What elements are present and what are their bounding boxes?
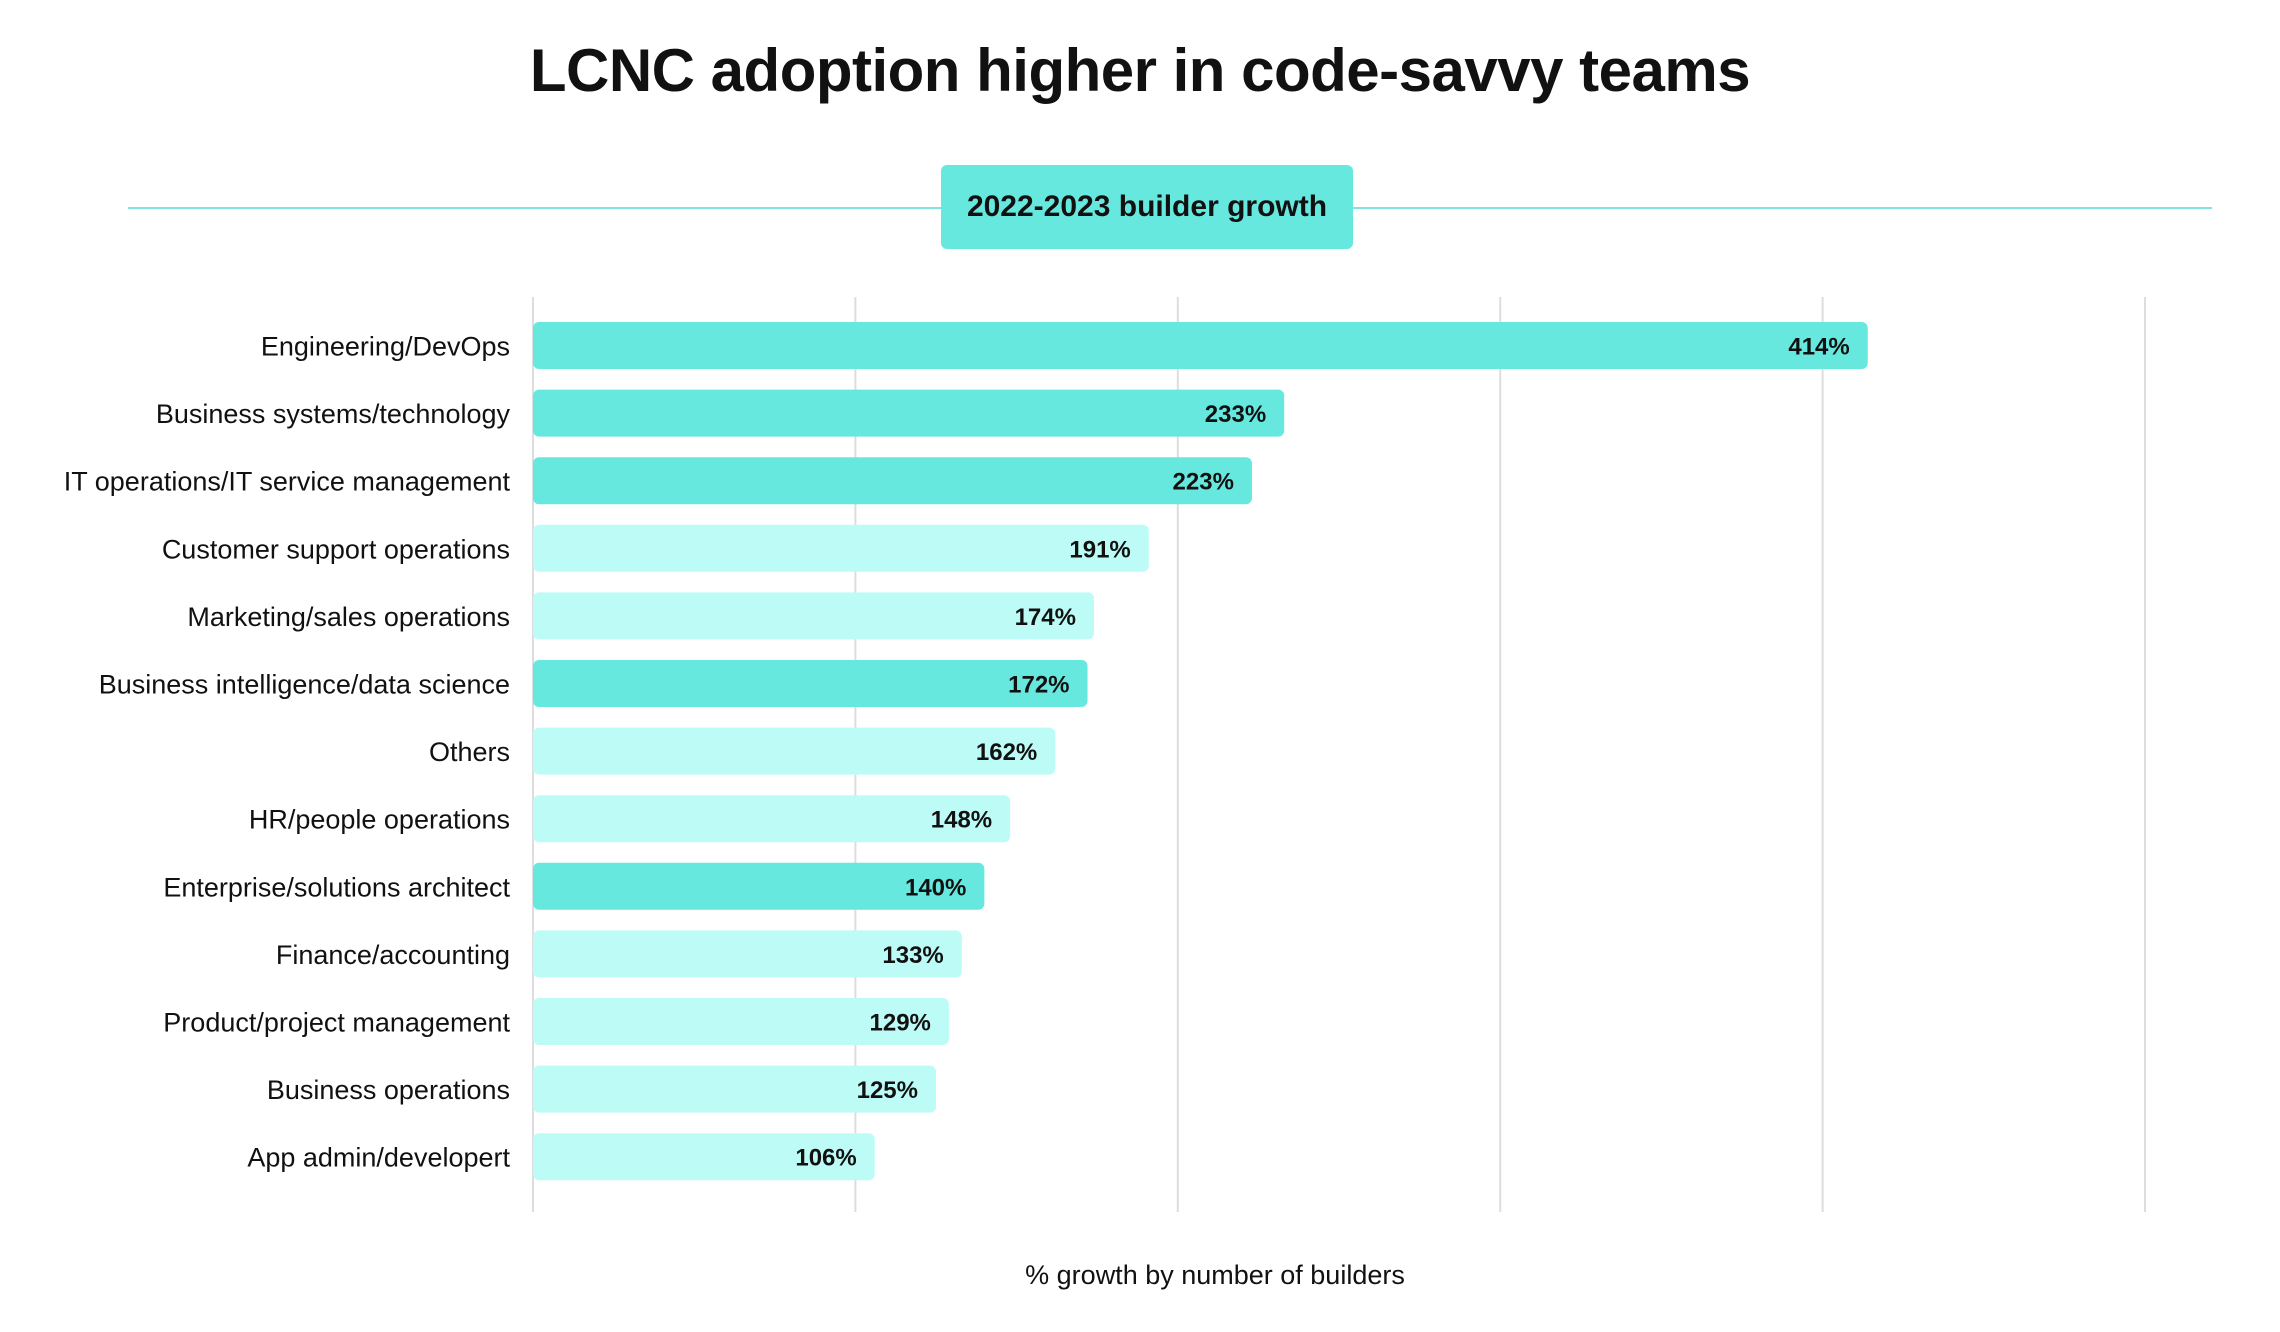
category-label: Engineering/DevOps bbox=[261, 332, 510, 362]
category-label: Enterprise/solutions architect bbox=[163, 872, 510, 902]
bars: 414% 233% 223% 191% 174% 172% 162% 148% 140% 133%… bbox=[533, 322, 1868, 1181]
category-label: Business operations bbox=[267, 1075, 510, 1105]
category-label: Others bbox=[429, 737, 510, 767]
bar-value-label: 174% bbox=[1015, 604, 1076, 631]
category-label: HR/people operations bbox=[249, 805, 510, 835]
bar bbox=[533, 1065, 936, 1113]
chart-title: LCNC adoption higher in code-savvy teams bbox=[529, 37, 1751, 104]
category-label: Customer support operations bbox=[162, 534, 510, 564]
category-label: Business systems/technology bbox=[156, 399, 511, 429]
category-label: Business intelligence/data science bbox=[99, 670, 510, 700]
bar-value-label: 133% bbox=[882, 942, 943, 969]
bar bbox=[533, 727, 1056, 775]
category-label: IT operations/IT service management bbox=[64, 467, 511, 497]
bar bbox=[533, 862, 985, 910]
category-labels: Engineering/DevOps Business systems/techn… bbox=[64, 332, 511, 1173]
bar-value-label: 148% bbox=[931, 807, 992, 834]
bar bbox=[533, 457, 1252, 505]
bar bbox=[533, 998, 949, 1045]
bar bbox=[533, 322, 1868, 369]
bar-value-label: 140% bbox=[905, 874, 966, 901]
subtitle-badge: 2022-2023 builder growth bbox=[941, 165, 1353, 249]
bar bbox=[533, 660, 1088, 707]
bar-value-label: 233% bbox=[1205, 401, 1266, 428]
category-label: Finance/accounting bbox=[276, 940, 510, 970]
bar bbox=[533, 1133, 875, 1181]
category-label: App admin/developert bbox=[247, 1143, 510, 1173]
bar bbox=[533, 795, 1011, 843]
bar-value-label: 414% bbox=[1788, 334, 1849, 361]
bar bbox=[533, 930, 962, 978]
bar bbox=[533, 592, 1094, 640]
category-label: Product/project management bbox=[163, 1008, 510, 1038]
bar bbox=[533, 524, 1149, 572]
bar-value-label: 172% bbox=[1008, 672, 1069, 699]
bar-value-label: 223% bbox=[1173, 469, 1234, 496]
bar-value-label: 106% bbox=[795, 1145, 856, 1172]
bar bbox=[533, 389, 1285, 437]
bar-value-label: 129% bbox=[870, 1010, 931, 1037]
x-axis-label: % growth by number of builders bbox=[1025, 1260, 1405, 1290]
bar-value-label: 162% bbox=[976, 739, 1037, 766]
category-label: Marketing/sales operations bbox=[187, 602, 510, 632]
bar-value-label: 191% bbox=[1069, 536, 1130, 563]
bar-value-label: 125% bbox=[857, 1077, 918, 1104]
